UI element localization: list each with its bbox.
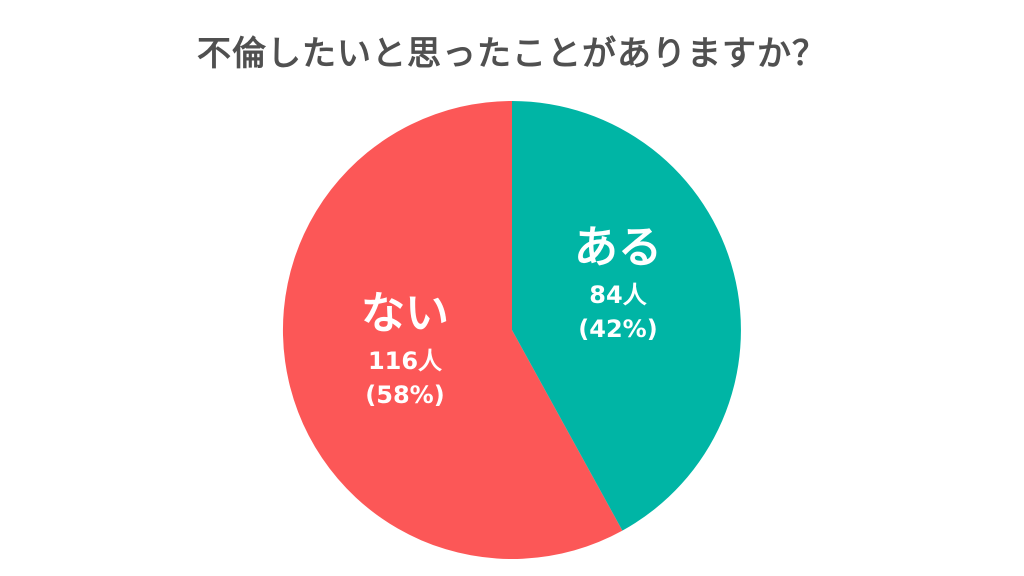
label-nai-name: ない bbox=[361, 288, 449, 339]
label-aru-name: ある bbox=[574, 222, 662, 273]
label-nai: ない 116人 (58%) bbox=[340, 288, 470, 412]
label-aru-pct: (42%) bbox=[578, 315, 658, 343]
chart-title: 不倫したいと思ったことがありますか？ bbox=[197, 34, 827, 74]
slice-nai bbox=[282, 101, 623, 559]
label-nai-pct: (58%) bbox=[365, 381, 445, 409]
slice-aru bbox=[512, 101, 741, 531]
label-aru: ある 84人 (42%) bbox=[558, 222, 678, 346]
label-aru-count: 84人 bbox=[589, 281, 647, 309]
label-nai-count: 116人 bbox=[367, 347, 443, 375]
